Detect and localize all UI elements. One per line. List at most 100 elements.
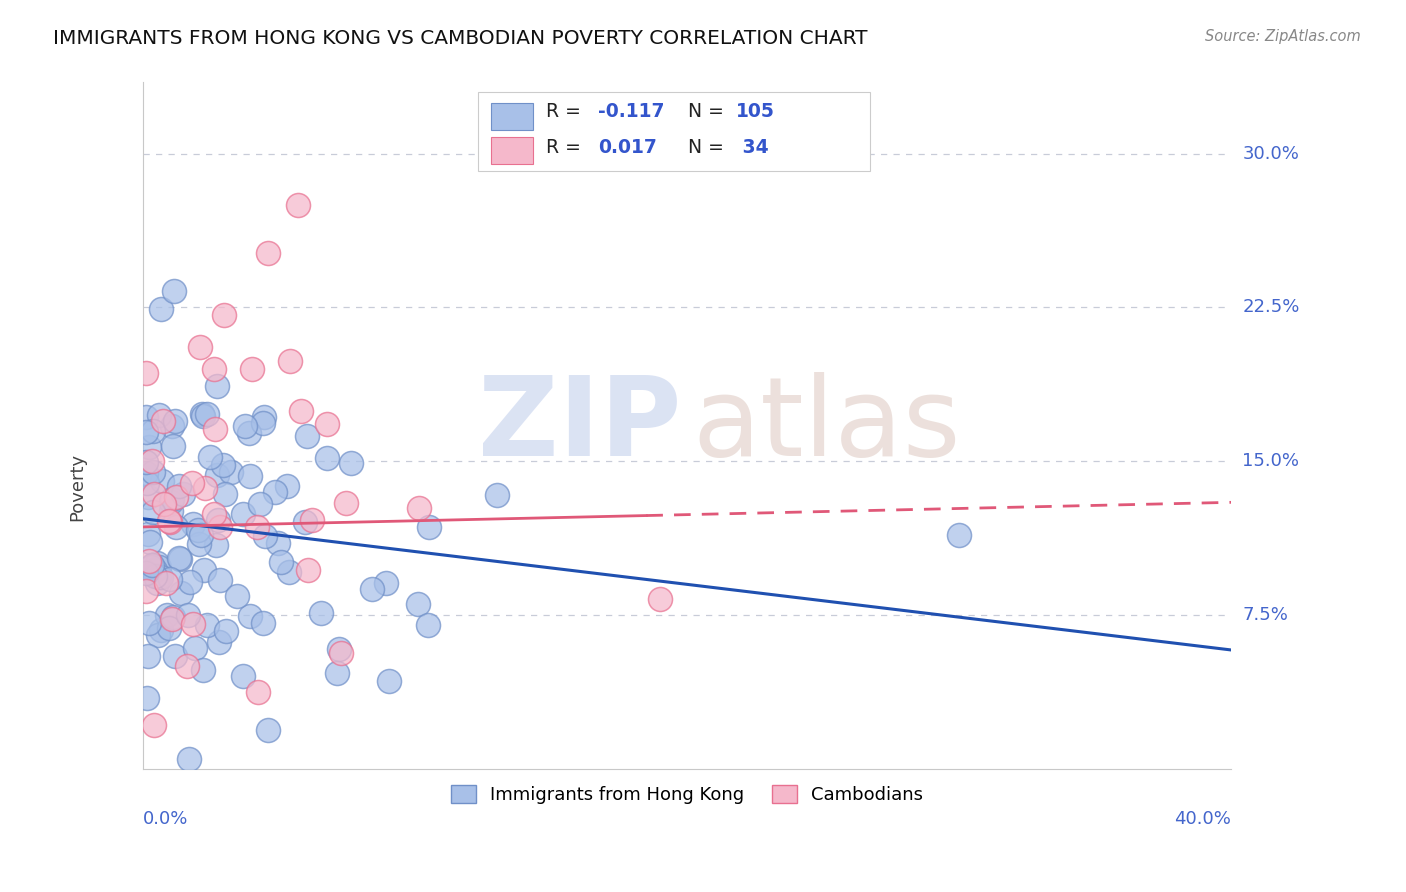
- Point: [232, 669, 254, 683]
- Point: [202, 362, 225, 376]
- Point: [159, 572, 181, 586]
- Point: [202, 507, 225, 521]
- Point: [142, 424, 165, 438]
- Text: 22.5%: 22.5%: [1243, 299, 1299, 317]
- Text: atlas: atlas: [693, 372, 962, 479]
- Point: [209, 573, 232, 587]
- Point: [270, 555, 292, 569]
- Point: [163, 414, 186, 428]
- FancyBboxPatch shape: [491, 136, 533, 164]
- Text: -0.117: -0.117: [598, 102, 664, 121]
- Point: [135, 566, 157, 581]
- Point: [278, 353, 301, 368]
- Text: 105: 105: [737, 102, 775, 121]
- Text: N =: N =: [676, 137, 730, 157]
- Point: [205, 379, 228, 393]
- Point: [165, 490, 187, 504]
- Point: [148, 570, 170, 584]
- Point: [162, 284, 184, 298]
- Point: [184, 640, 207, 655]
- Point: [135, 690, 157, 705]
- Point: [162, 418, 184, 433]
- Point: [277, 565, 299, 579]
- Point: [143, 563, 166, 577]
- Text: 15.0%: 15.0%: [1243, 452, 1299, 470]
- Point: [252, 616, 274, 631]
- Point: [143, 487, 166, 501]
- Point: [648, 591, 671, 606]
- Point: [246, 685, 269, 699]
- Text: Source: ZipAtlas.com: Source: ZipAtlas.com: [1205, 29, 1361, 44]
- Point: [204, 422, 226, 436]
- Point: [257, 246, 280, 260]
- Point: [309, 606, 332, 620]
- Point: [136, 527, 159, 541]
- Point: [208, 520, 231, 534]
- Point: [160, 504, 183, 518]
- Point: [297, 563, 319, 577]
- Point: [238, 426, 260, 441]
- Point: [316, 417, 339, 432]
- Point: [246, 520, 269, 534]
- Point: [177, 607, 200, 622]
- Point: [340, 456, 363, 470]
- Point: [252, 410, 274, 425]
- Point: [167, 479, 190, 493]
- Point: [198, 450, 221, 464]
- Point: [141, 560, 163, 574]
- Point: [176, 659, 198, 673]
- Text: 34: 34: [737, 137, 769, 157]
- Point: [152, 497, 174, 511]
- Point: [295, 429, 318, 443]
- Text: Poverty: Poverty: [69, 453, 87, 521]
- Point: [408, 501, 430, 516]
- Text: 30.0%: 30.0%: [1243, 145, 1299, 162]
- Point: [195, 618, 218, 632]
- Point: [160, 494, 183, 508]
- Point: [135, 466, 157, 480]
- Point: [211, 458, 233, 472]
- Point: [485, 488, 508, 502]
- Point: [207, 467, 229, 482]
- Point: [149, 301, 172, 316]
- Point: [162, 492, 184, 507]
- Text: ZIP: ZIP: [478, 372, 682, 479]
- Point: [233, 419, 256, 434]
- Point: [287, 198, 309, 212]
- Point: [294, 516, 316, 530]
- Point: [264, 485, 287, 500]
- Point: [290, 404, 312, 418]
- Point: [377, 674, 399, 689]
- Point: [141, 558, 163, 573]
- Text: 7.5%: 7.5%: [1243, 607, 1288, 624]
- Point: [138, 616, 160, 631]
- Point: [207, 513, 229, 527]
- Point: [193, 563, 215, 577]
- Point: [301, 513, 323, 527]
- Point: [167, 551, 190, 566]
- Point: [214, 486, 236, 500]
- Point: [194, 482, 217, 496]
- Point: [208, 635, 231, 649]
- Point: [239, 468, 262, 483]
- Point: [162, 440, 184, 454]
- Point: [159, 514, 181, 528]
- Text: 0.0%: 0.0%: [143, 810, 188, 828]
- Text: R =: R =: [546, 102, 586, 121]
- Point: [183, 616, 205, 631]
- Point: [232, 508, 254, 522]
- Legend: Immigrants from Hong Kong, Cambodians: Immigrants from Hong Kong, Cambodians: [443, 778, 931, 812]
- Point: [418, 520, 440, 534]
- Point: [135, 409, 157, 424]
- Point: [148, 408, 170, 422]
- Point: [150, 474, 173, 488]
- Text: R =: R =: [546, 137, 586, 157]
- Point: [162, 610, 184, 624]
- Point: [180, 475, 202, 490]
- Point: [152, 414, 174, 428]
- FancyBboxPatch shape: [491, 103, 533, 130]
- Point: [159, 515, 181, 529]
- Point: [146, 628, 169, 642]
- Text: N =: N =: [676, 102, 730, 121]
- Point: [249, 497, 271, 511]
